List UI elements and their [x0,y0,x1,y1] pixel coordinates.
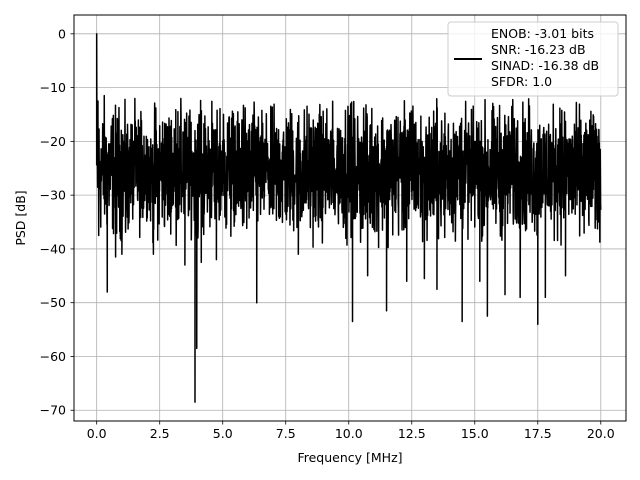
y-ticks: 0 −10 −20 −30 −40 −50 −60 −70 [40,26,74,418]
plot-frame [73,14,627,422]
series-layer [95,33,602,403]
x-tick-label: 12.5 [398,426,426,441]
psd-series-line [95,33,602,403]
x-tick-label: 5.0 [213,426,233,441]
y-tick-label: −20 [40,134,66,149]
x-tick-label: 20.0 [587,426,615,441]
x-tick-label: 17.5 [524,426,552,441]
x-tick-label: 10.0 [335,426,363,441]
legend-line-enob: ENOB: -3.01 bits [491,26,594,41]
y-tick-label: −40 [40,241,66,256]
y-tick-label: −70 [40,403,66,418]
legend-line-sfdr: SFDR: 1.0 [491,74,552,89]
x-tick-label: 0.0 [87,426,107,441]
legend-box [447,21,619,97]
x-tick-label: 7.5 [276,426,296,441]
y-tick-label: −50 [40,295,66,310]
y-tick-label: −10 [40,80,66,95]
y-tick-label: 0 [58,26,66,41]
y-tick-label: −30 [40,188,66,203]
x-axis-label: Frequency [MHz] [297,450,402,465]
y-axis-label: PSD [dB] [13,190,28,245]
x-tick-label: 15.0 [461,426,489,441]
y-tick-label: −60 [40,349,66,364]
x-ticks: 0.0 2.5 5.0 7.5 10.0 12.5 15.0 17.5 20.0 [87,421,615,441]
legend-line-sinad: SINAD: -16.38 dB [491,58,599,73]
legend: ENOB: -3.01 bits SNR: -16.23 dB SINAD: -… [447,21,619,97]
legend-line-snr: SNR: -16.23 dB [491,42,586,57]
x-tick-label: 2.5 [150,426,170,441]
